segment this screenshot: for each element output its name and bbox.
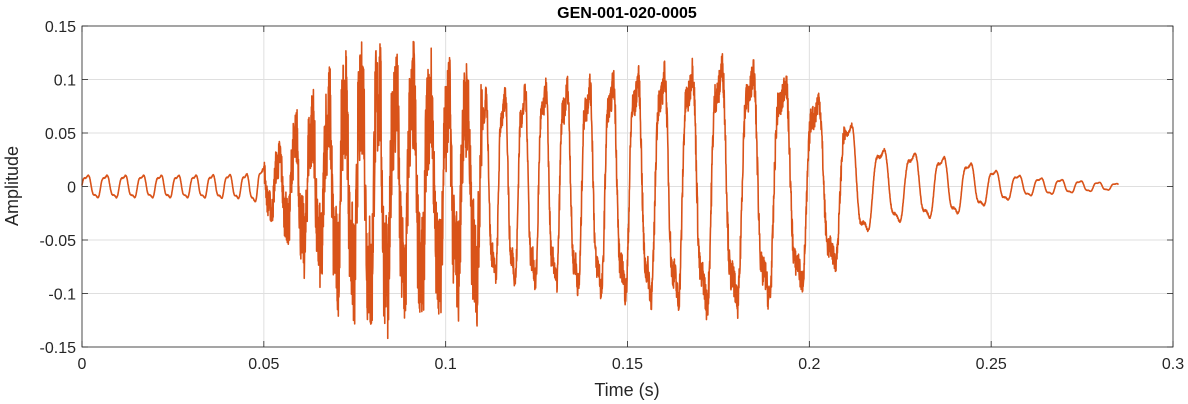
chart-title: GEN-001-020-0005 [557,5,697,22]
y-axis-label: Amplitude [2,146,22,226]
y-tick-label: 0 [67,180,76,197]
y-tick-label: 0.1 [54,73,76,90]
x-tick-label: 0.3 [1162,356,1184,373]
y-tick-label: -0.15 [40,340,77,357]
y-tick-label: 0.15 [45,19,76,36]
x-tick-label: 0.15 [612,356,643,373]
x-tick-label: 0.2 [798,356,820,373]
x-axis-label: Time (s) [594,380,659,400]
x-tick-label: 0 [78,356,87,373]
x-tick-label: 0.25 [976,356,1007,373]
ticks: 0 0.05 0.1 0.15 0.2 0.25 0.3 -0.15 -0.1 -0.05 0 0.0… [40,19,1185,373]
signal-line [81,40,1120,340]
x-tick-label: 0.05 [248,356,279,373]
y-tick-label: -0.05 [40,233,77,250]
x-tick-label: 0.1 [435,356,457,373]
y-tick-label: -0.1 [48,287,76,304]
y-tick-label: 0.05 [45,126,76,143]
